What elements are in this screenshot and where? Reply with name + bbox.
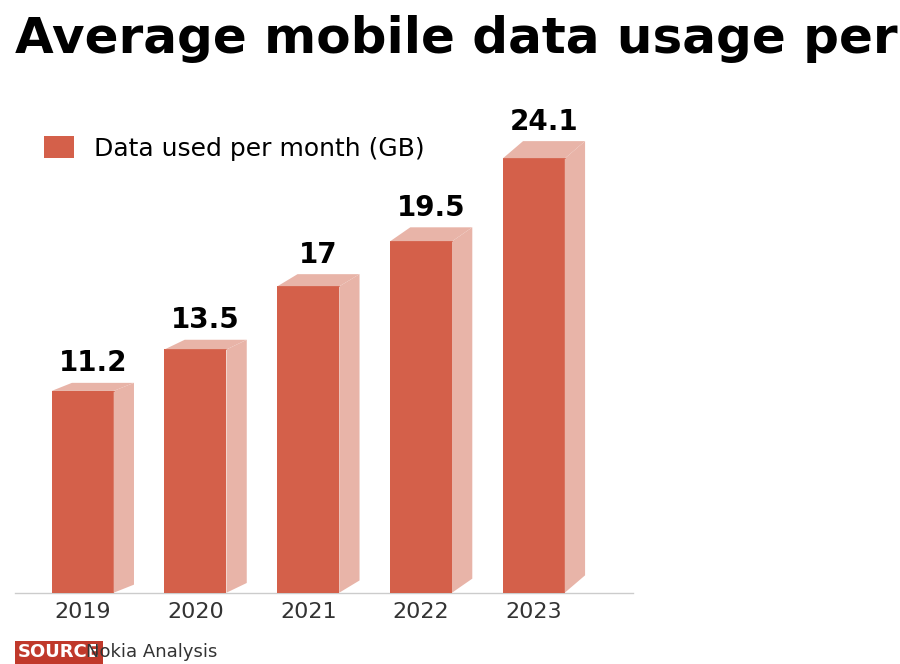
Polygon shape — [503, 141, 585, 159]
Polygon shape — [113, 383, 134, 593]
Polygon shape — [277, 274, 359, 286]
Text: 17: 17 — [299, 241, 338, 269]
Legend: Data used per month (GB): Data used per month (GB) — [33, 126, 435, 171]
Title: Average mobile data usage per month: Average mobile data usage per month — [15, 15, 900, 63]
Text: 24.1: 24.1 — [509, 108, 578, 135]
Polygon shape — [51, 383, 134, 391]
Polygon shape — [165, 340, 247, 349]
Text: 13.5: 13.5 — [171, 306, 240, 335]
Polygon shape — [390, 227, 472, 242]
Polygon shape — [565, 141, 585, 593]
Polygon shape — [390, 242, 452, 593]
Polygon shape — [339, 274, 359, 593]
Text: Nokia Analysis: Nokia Analysis — [86, 643, 217, 661]
Polygon shape — [452, 227, 472, 593]
Text: 11.2: 11.2 — [58, 349, 127, 377]
Text: SOURCE: SOURCE — [18, 643, 100, 661]
Polygon shape — [51, 391, 113, 593]
Polygon shape — [503, 159, 565, 593]
Polygon shape — [277, 286, 339, 593]
Polygon shape — [165, 349, 227, 593]
Text: 19.5: 19.5 — [397, 194, 465, 222]
Polygon shape — [227, 340, 247, 593]
